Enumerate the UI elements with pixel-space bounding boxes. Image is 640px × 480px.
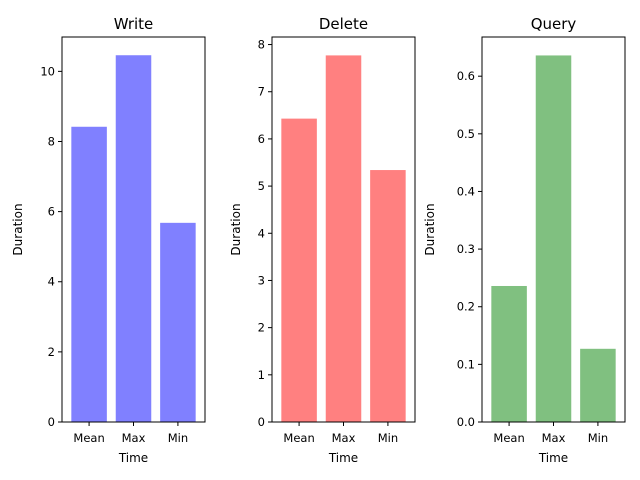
y-tick-label: 7	[258, 85, 265, 99]
bar-query-min	[580, 348, 616, 422]
x-tick-label: Mean	[73, 431, 104, 445]
y-tick-label: 4	[258, 226, 265, 240]
chart-title: Write	[114, 15, 154, 33]
y-tick-label: 8	[48, 134, 55, 148]
x-tick-label: Mean	[283, 431, 314, 445]
y-axis-label: Duration	[229, 203, 243, 255]
x-tick-label: Max	[122, 431, 146, 445]
y-tick-label: 2	[258, 321, 265, 335]
y-axis-label: Duration	[11, 203, 25, 255]
chart-title: Delete	[319, 15, 368, 33]
y-tick-label: 0.2	[457, 300, 475, 314]
bar-write-mean	[71, 126, 107, 422]
y-tick-label: 0.1	[457, 357, 475, 371]
bar-delete-mean	[281, 118, 317, 422]
y-tick-label: 0.0	[457, 415, 475, 429]
y-tick-label: 0.5	[457, 127, 475, 141]
y-tick-label: 6	[48, 205, 55, 219]
x-axis-label: Time	[538, 451, 568, 465]
x-tick-label: Min	[168, 431, 188, 445]
y-tick-label: 0.6	[457, 69, 475, 83]
y-tick-label: 0	[258, 415, 265, 429]
y-tick-label: 0	[48, 415, 55, 429]
x-tick-label: Mean	[493, 431, 524, 445]
chart-title: Query	[531, 15, 577, 33]
bar-query-max	[535, 55, 572, 422]
x-axis-label: Time	[328, 451, 358, 465]
y-tick-label: 8	[258, 38, 265, 52]
y-tick-label: 3	[258, 273, 265, 287]
x-tick-label: Min	[378, 431, 398, 445]
y-tick-label: 0.3	[457, 242, 475, 256]
x-axis-label: Time	[118, 451, 148, 465]
y-tick-label: 6	[258, 132, 265, 146]
x-tick-label: Max	[332, 431, 356, 445]
y-tick-label: 4	[48, 275, 55, 289]
x-tick-label: Min	[588, 431, 608, 445]
bar-query-mean	[491, 285, 527, 422]
y-tick-label: 0.4	[457, 184, 475, 198]
y-tick-label: 5	[258, 179, 265, 193]
bar-write-max	[115, 55, 152, 422]
bar-delete-max	[325, 55, 362, 423]
y-tick-label: 1	[258, 368, 265, 382]
y-tick-label: 10	[40, 64, 55, 78]
bar-delete-min	[370, 170, 406, 422]
y-tick-label: 2	[48, 345, 55, 359]
x-tick-label: Max	[542, 431, 566, 445]
y-axis-label: Duration	[423, 203, 437, 255]
bar-write-min	[160, 222, 196, 422]
